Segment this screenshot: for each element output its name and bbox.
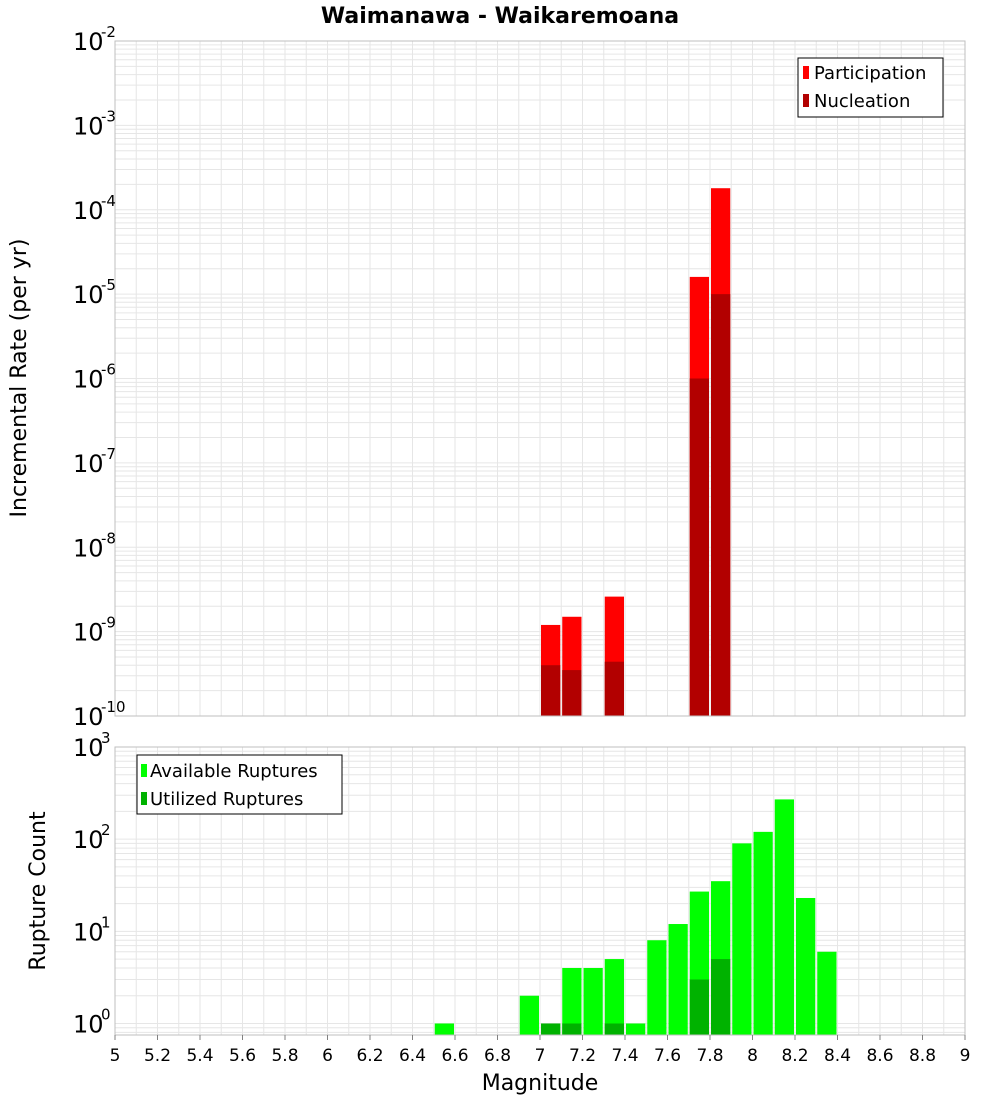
- available-legend-swatch: [141, 764, 147, 777]
- bottom-legend: Available Ruptures Utilized Ruptures: [136, 754, 343, 815]
- x-tick-label: 7: [535, 1046, 546, 1066]
- x-tick-label: 6.2: [356, 1046, 383, 1066]
- utilized-ruptures-bar: [541, 1023, 561, 1035]
- y-tick-exponent: -3: [101, 107, 116, 125]
- bottom-grid: [114, 747, 966, 1035]
- chart-title: Waimanawa - Waikaremoana: [321, 4, 679, 29]
- utilized-ruptures-bar: [562, 1023, 582, 1035]
- available-ruptures-bar: [647, 940, 667, 1035]
- x-ticks: 5 5.2 5.4 5.6 5.8 6 6.2 6.4 6.6 6.8 7 7.2 7.4 7.6 7.8 8…: [110, 1035, 971, 1066]
- x-tick-label: 5.4: [186, 1046, 213, 1066]
- available-ruptures-bar: [753, 831, 773, 1035]
- participation-legend-label: Participation: [814, 63, 926, 84]
- available-ruptures-bar: [796, 897, 816, 1035]
- utilized-legend-swatch: [141, 792, 147, 805]
- y-tick-exponent: 3: [101, 729, 111, 747]
- x-tick-label: 9: [960, 1046, 971, 1066]
- x-tick-label: 5.2: [144, 1046, 171, 1066]
- available-ruptures-bar: [626, 1023, 646, 1035]
- y-tick-label: 10: [73, 703, 104, 731]
- y-tick-label: 10: [73, 197, 104, 225]
- bottom-legend-box: [136, 754, 343, 815]
- available-ruptures-bar: [774, 799, 794, 1035]
- y-tick-exponent: -8: [101, 529, 116, 547]
- nucleation-bar: [604, 661, 624, 716]
- nucleation-legend-swatch: [803, 94, 809, 107]
- bottom-bars: [434, 799, 837, 1035]
- top-y-axis-label: Incremental Rate (per yr): [7, 239, 32, 518]
- nucleation-bar: [711, 294, 731, 716]
- y-tick-exponent: -2: [101, 23, 116, 41]
- y-tick-label: 10: [73, 619, 104, 647]
- available-ruptures-bar: [817, 951, 837, 1035]
- y-tick-exponent: -7: [101, 445, 116, 463]
- available-ruptures-bar: [519, 995, 539, 1035]
- top-plot-frame: [114, 40, 966, 717]
- x-tick-label: 6: [322, 1046, 333, 1066]
- x-tick-label: 8: [747, 1046, 758, 1066]
- y-tick-exponent: -10: [101, 698, 126, 716]
- y-tick-exponent: -5: [101, 276, 116, 294]
- bottom-y-axis-label: Rupture Count: [26, 811, 51, 971]
- x-tick-label: 6.4: [399, 1046, 426, 1066]
- top-legend-box: [797, 57, 944, 118]
- x-axis-label: Magnitude: [482, 1071, 599, 1096]
- utilized-ruptures-bar: [689, 979, 709, 1035]
- available-ruptures-bar: [434, 1023, 454, 1035]
- y-tick-label: 10: [73, 734, 104, 762]
- top-legend: Participation Nucleation: [797, 57, 944, 118]
- x-tick-label: 6.6: [441, 1046, 468, 1066]
- y-tick-exponent: -4: [101, 192, 116, 210]
- utilized-ruptures-bar: [711, 959, 731, 1035]
- utilized-ruptures-bar: [604, 1023, 624, 1035]
- x-tick-label: 5.8: [271, 1046, 298, 1066]
- y-tick-label: 10: [73, 450, 104, 478]
- y-tick-exponent: -9: [101, 614, 116, 632]
- x-tick-label: 5: [110, 1046, 121, 1066]
- x-tick-label: 5.6: [229, 1046, 256, 1066]
- y-tick-label: 10: [73, 1010, 104, 1038]
- y-tick-label: 10: [73, 112, 104, 140]
- nucleation-bar: [562, 670, 582, 716]
- y-tick-label: 10: [73, 28, 104, 56]
- available-ruptures-bar: [604, 959, 624, 1035]
- utilized-legend-label: Utilized Ruptures: [150, 789, 303, 810]
- y-tick-exponent: 0: [101, 1005, 111, 1023]
- y-tick-label: 10: [73, 918, 104, 946]
- x-tick-label: 7.6: [654, 1046, 681, 1066]
- y-tick-exponent: -6: [101, 361, 116, 379]
- y-tick-exponent: 1: [101, 913, 111, 931]
- nucleation-bar: [689, 378, 709, 716]
- x-tick-label: 8.6: [866, 1046, 893, 1066]
- x-tick-label: 7.4: [611, 1046, 638, 1066]
- x-tick-label: 8.8: [909, 1046, 936, 1066]
- top-grid: [114, 41, 966, 717]
- nucleation-legend-label: Nucleation: [814, 91, 910, 112]
- x-tick-label: 7.8: [696, 1046, 723, 1066]
- available-legend-label: Available Ruptures: [150, 761, 318, 782]
- x-tick-label: 7.2: [569, 1046, 596, 1066]
- participation-legend-swatch: [803, 66, 809, 79]
- y-tick-label: 10: [73, 281, 104, 309]
- available-ruptures-bar: [562, 967, 582, 1035]
- y-tick-label: 10: [73, 826, 104, 854]
- y-tick-label: 10: [73, 534, 104, 562]
- x-tick-label: 8.4: [824, 1046, 851, 1066]
- y-tick-label: 10: [73, 366, 104, 394]
- available-ruptures-bar: [732, 843, 752, 1035]
- x-tick-label: 8.2: [781, 1046, 808, 1066]
- nucleation-bar: [541, 665, 561, 716]
- top-bars: [541, 188, 731, 717]
- available-ruptures-bar: [583, 967, 603, 1035]
- available-ruptures-bar: [668, 924, 688, 1035]
- y-tick-exponent: 2: [101, 821, 111, 839]
- x-tick-label: 6.8: [484, 1046, 511, 1066]
